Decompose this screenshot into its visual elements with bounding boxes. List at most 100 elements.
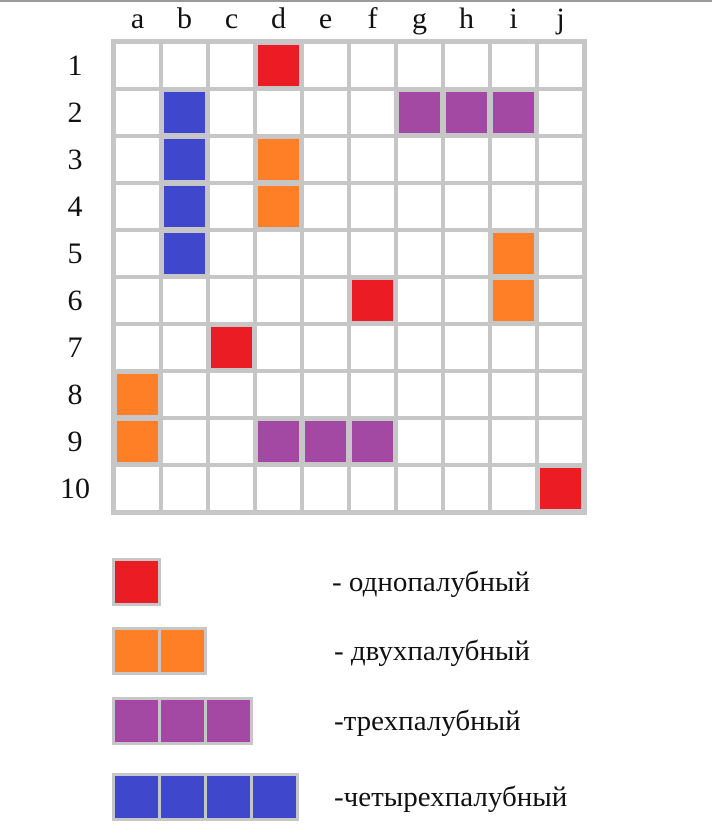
grid-cell-a2: [114, 89, 161, 136]
grid-cell-c5: [208, 230, 255, 277]
column-label-c: c: [224, 2, 239, 35]
row-label-2: 2: [67, 96, 83, 129]
top-border-line: [0, 0, 712, 2]
legend-block: [253, 776, 296, 818]
grid-cell-a6: [114, 277, 161, 324]
ship-cell-b5: [161, 230, 208, 277]
grid-cell-j1: [537, 42, 584, 89]
grid-cell-j9: [537, 418, 584, 465]
ship-cell-b2: [161, 89, 208, 136]
column-label-a: a: [130, 2, 145, 35]
grid-cell-f3: [349, 136, 396, 183]
legend-block: [115, 776, 158, 818]
ship-cell-d1: [255, 42, 302, 89]
legend-block: [161, 630, 204, 672]
grid-cell-h5: [443, 230, 490, 277]
grid-cell-a7: [114, 324, 161, 371]
grid-cell-g9: [396, 418, 443, 465]
grid-cell-h4: [443, 183, 490, 230]
grid-cell-i8: [490, 371, 537, 418]
ship-cell-g2: [396, 89, 443, 136]
grid-cell-e10: [302, 465, 349, 512]
legend-label-triple: -трехпалубный: [334, 705, 521, 737]
grid-cell-h1: [443, 42, 490, 89]
grid-cell-e2: [302, 89, 349, 136]
grid-cell-i9: [490, 418, 537, 465]
grid-cell-d7: [255, 324, 302, 371]
legend-label-double: - двухпалубный: [334, 635, 530, 667]
grid-cell-c9: [208, 418, 255, 465]
row-label-1: 1: [67, 49, 83, 82]
grid-cell-a10: [114, 465, 161, 512]
grid-cell-g3: [396, 136, 443, 183]
grid-cell-i10: [490, 465, 537, 512]
grid-cell-b8: [161, 371, 208, 418]
ship-cell-f6: [349, 277, 396, 324]
column-label-h: h: [459, 2, 474, 35]
grid-cell-d6: [255, 277, 302, 324]
row-label-3: 3: [67, 143, 83, 176]
grid-cell-g4: [396, 183, 443, 230]
row-label-6: 6: [67, 284, 83, 317]
grid-cell-f4: [349, 183, 396, 230]
grid-cell-j5: [537, 230, 584, 277]
legend-block: [161, 700, 204, 742]
grid-cell-j8: [537, 371, 584, 418]
grid-cell-a1: [114, 42, 161, 89]
grid-cell-b6: [161, 277, 208, 324]
legend-ship-quad: [112, 773, 299, 821]
grid-cell-a4: [114, 183, 161, 230]
grid-cell-g6: [396, 277, 443, 324]
grid-cell-c2: [208, 89, 255, 136]
ship-cell-f9: [349, 418, 396, 465]
grid-cell-e3: [302, 136, 349, 183]
legend-ship-triple: [112, 697, 253, 745]
grid-cell-a5: [114, 230, 161, 277]
ship-cell-d3: [255, 136, 302, 183]
grid-cell-i3: [490, 136, 537, 183]
ship-cell-j10: [537, 465, 584, 512]
grid-cell-d8: [255, 371, 302, 418]
grid-cell-h7: [443, 324, 490, 371]
grid-cell-i7: [490, 324, 537, 371]
ship-cell-c7: [208, 324, 255, 371]
legend-label-quad: -четырехпалубный: [334, 781, 568, 813]
grid-cell-e7: [302, 324, 349, 371]
grid-cell-h9: [443, 418, 490, 465]
legend-block: [161, 776, 204, 818]
column-label-j: j: [556, 2, 565, 35]
ship-cell-b4: [161, 183, 208, 230]
grid-cell-i1: [490, 42, 537, 89]
legend-block: [115, 561, 158, 603]
grid-cell-c1: [208, 42, 255, 89]
column-label-f: f: [367, 2, 378, 35]
row-label-8: 8: [67, 378, 83, 411]
column-label-d: d: [271, 2, 286, 35]
ship-cell-d4: [255, 183, 302, 230]
grid-cell-a3: [114, 136, 161, 183]
grid-cell-c8: [208, 371, 255, 418]
legend-block: [207, 776, 250, 818]
grid-cell-g8: [396, 371, 443, 418]
grid-cell-c4: [208, 183, 255, 230]
row-label-9: 9: [67, 425, 83, 458]
grid-cell-e6: [302, 277, 349, 324]
ship-cell-e9: [302, 418, 349, 465]
legend-ship-single: [112, 558, 161, 606]
grid-cell-j7: [537, 324, 584, 371]
grid-cell-e4: [302, 183, 349, 230]
ship-cell-a9: [114, 418, 161, 465]
row-label-10: 10: [60, 472, 90, 505]
grid-cell-g7: [396, 324, 443, 371]
ship-cell-i6: [490, 277, 537, 324]
grid-cell-f8: [349, 371, 396, 418]
grid-cell-f10: [349, 465, 396, 512]
grid-cell-g5: [396, 230, 443, 277]
grid-cell-h3: [443, 136, 490, 183]
ship-cell-h2: [443, 89, 490, 136]
legend-block: [115, 700, 158, 742]
column-label-i: i: [509, 2, 518, 35]
grid-cell-f5: [349, 230, 396, 277]
ship-cell-d9: [255, 418, 302, 465]
grid-cell-d10: [255, 465, 302, 512]
